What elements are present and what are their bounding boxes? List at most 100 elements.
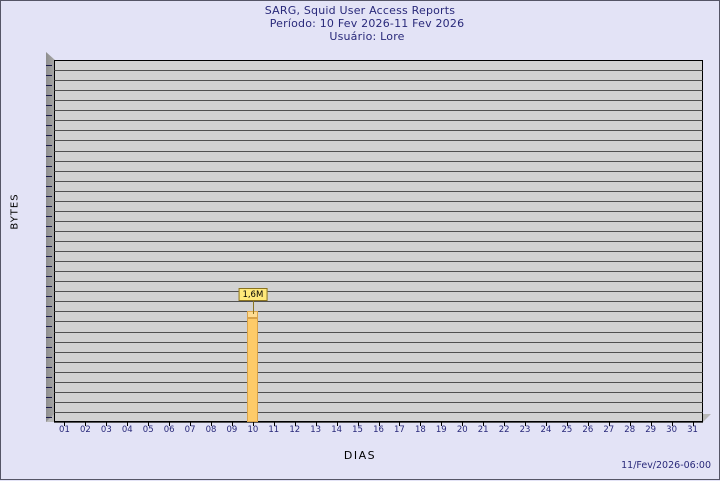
x-axis-label: 15 — [352, 425, 363, 435]
gridline — [54, 90, 703, 92]
y-axis-tick — [46, 396, 52, 398]
gridline — [54, 150, 703, 152]
gridline — [54, 341, 703, 343]
x-axis-label: 09 — [226, 425, 238, 435]
gridline — [54, 351, 703, 353]
x-axis-label: 04 — [121, 425, 133, 435]
x-axis-label: 30 — [666, 425, 678, 435]
gridline — [54, 371, 703, 373]
report-user: Usuário: Lore — [329, 30, 405, 43]
y-axis-tick — [46, 306, 52, 308]
y-axis-tick — [46, 416, 52, 418]
y-axis-tick — [46, 185, 52, 187]
x-axis-label: 07 — [184, 425, 196, 435]
y-axis-tick — [46, 75, 52, 77]
y-axis-tick — [46, 356, 52, 358]
y-axis-tick — [46, 386, 52, 388]
gridline — [54, 80, 703, 82]
x-axis-label: 12 — [289, 425, 301, 435]
x-axis-label: 29 — [645, 425, 657, 435]
bar — [247, 311, 259, 422]
x-axis-tick — [441, 422, 443, 426]
y-axis-tick — [46, 376, 52, 378]
y-axis-tick — [46, 266, 52, 268]
x-axis-label: 17 — [394, 425, 405, 435]
x-axis-label: 18 — [414, 425, 426, 435]
gridline — [54, 301, 703, 303]
x-axis-tick — [273, 422, 275, 426]
y-axis-tick — [46, 235, 52, 237]
gridline — [54, 110, 703, 112]
x-axis-tick — [650, 422, 652, 426]
y-axis-tick — [46, 95, 52, 97]
y-axis-tick — [46, 336, 52, 338]
y-axis-tick — [46, 205, 52, 207]
x-axis-tick — [148, 422, 150, 426]
x-axis-tick — [629, 422, 631, 426]
bar-value-label: 1,6M — [238, 288, 268, 302]
x-axis-label: 13 — [310, 425, 322, 435]
gridline — [54, 160, 703, 162]
y-axis-tick — [46, 195, 52, 197]
y-axis-tick — [46, 125, 52, 127]
x-axis-label: 26 — [582, 425, 594, 435]
y-axis-tick — [46, 135, 52, 137]
x-axis-tick — [211, 422, 213, 426]
x-axis-label: 28 — [624, 425, 636, 435]
bar-front-face — [247, 318, 259, 422]
x-axis-label: 27 — [603, 425, 615, 435]
x-axis-tick — [420, 422, 422, 426]
gridline — [54, 331, 703, 333]
gridline — [54, 411, 703, 413]
x-axis-tick — [504, 422, 506, 426]
x-axis-tick — [294, 422, 296, 426]
y-axis-tick — [46, 246, 52, 248]
x-axis-label: 16 — [373, 425, 384, 435]
x-axis-tick — [252, 422, 254, 426]
bar-value-stem — [252, 300, 254, 315]
plot-area: 1,6M — [54, 60, 703, 423]
gridlines — [54, 60, 703, 423]
gridline — [54, 170, 703, 172]
x-axis-tick — [378, 422, 380, 426]
gridline — [54, 311, 703, 313]
x-axis-tick — [336, 422, 338, 426]
x-axis-label: 05 — [142, 425, 154, 435]
x-axis-label: 08 — [205, 425, 217, 435]
x-axis-labels: 01 02 03 04 05 06 07 08 09 10 11 12 13 14 15 16 17 18 19 20… — [1, 425, 719, 445]
y-axis-tick — [46, 256, 52, 258]
report-period: Período: 10 Fev 2026-11 Fev 2026 — [269, 17, 465, 30]
y-axis-tick — [46, 115, 52, 117]
y-axis-tick — [46, 406, 52, 408]
x-axis-label: 14 — [331, 425, 343, 435]
x-axis-label: 01 — [59, 425, 70, 435]
gridline — [54, 120, 703, 122]
gridline — [54, 261, 703, 263]
gridline — [54, 180, 703, 182]
gridline — [54, 391, 703, 393]
gridline — [54, 271, 703, 273]
x-axis-tick — [399, 422, 401, 426]
y-axis-tick — [46, 215, 52, 217]
x-axis-tick — [64, 422, 66, 426]
x-axis-label: 02 — [79, 425, 91, 435]
gridline — [54, 130, 703, 132]
x-axis-label: 19 — [435, 425, 447, 435]
x-axis-label: 06 — [163, 425, 175, 435]
x-axis-tick — [608, 422, 610, 426]
x-axis-tick — [127, 422, 129, 426]
gridline — [54, 281, 703, 283]
x-axis-tick — [525, 422, 527, 426]
page-title: SARG, Squid User Access Reports — [264, 4, 456, 17]
gridline — [54, 100, 703, 102]
x-axis-tick — [190, 422, 192, 426]
x-axis-tick — [169, 422, 171, 426]
gridline — [54, 291, 703, 293]
gridline — [54, 361, 703, 363]
y-axis-tick — [46, 85, 52, 87]
x-axis-tick — [231, 422, 233, 426]
y-axis-tick — [46, 145, 52, 147]
x-axis-tick — [545, 422, 547, 426]
y-axis-tick — [46, 316, 52, 318]
